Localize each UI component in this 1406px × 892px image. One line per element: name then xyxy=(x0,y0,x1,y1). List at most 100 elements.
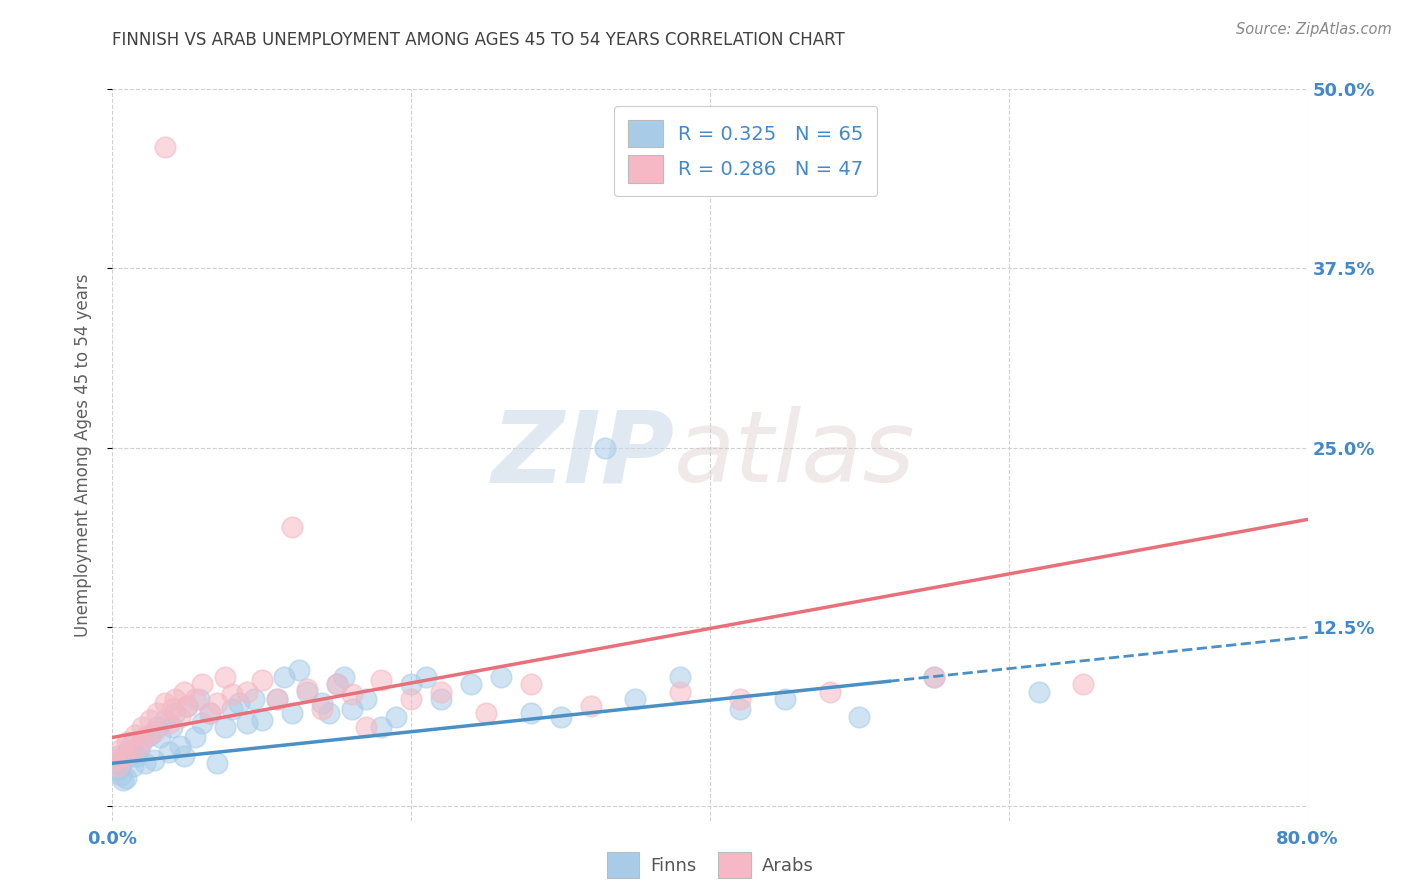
Point xyxy=(356,720,378,734)
Point xyxy=(370,720,392,734)
Point xyxy=(489,670,512,684)
Point xyxy=(128,739,150,753)
Point xyxy=(214,720,236,734)
Point xyxy=(922,670,945,684)
Text: atlas: atlas xyxy=(675,407,915,503)
Point xyxy=(1028,684,1050,698)
Point xyxy=(131,735,153,749)
Point xyxy=(162,702,183,716)
Point xyxy=(266,691,288,706)
Point xyxy=(146,706,169,720)
Point xyxy=(624,691,647,706)
Point xyxy=(165,706,187,720)
Point xyxy=(173,684,195,698)
Point xyxy=(191,716,214,731)
Point xyxy=(176,698,198,713)
Point xyxy=(281,519,304,533)
Point xyxy=(318,706,340,720)
Point xyxy=(114,753,135,767)
Point xyxy=(107,749,129,764)
Text: FINNISH VS ARAB UNEMPLOYMENT AMONG AGES 45 TO 54 YEARS CORRELATION CHART: FINNISH VS ARAB UNEMPLOYMENT AMONG AGES … xyxy=(112,31,845,49)
Point xyxy=(153,696,176,710)
Point xyxy=(250,713,273,727)
Point xyxy=(243,691,266,706)
Point xyxy=(273,670,295,684)
Point xyxy=(922,670,945,684)
Point xyxy=(228,696,250,710)
Point xyxy=(191,677,214,691)
Point xyxy=(165,691,187,706)
Point xyxy=(105,764,128,778)
Point xyxy=(198,706,221,720)
Point xyxy=(122,759,145,773)
Point xyxy=(340,688,363,702)
Point xyxy=(134,756,156,771)
Point xyxy=(146,720,169,734)
Point xyxy=(143,724,166,739)
Point xyxy=(114,749,135,764)
Point xyxy=(356,691,378,706)
Point xyxy=(385,710,408,724)
Point xyxy=(157,745,180,759)
Point xyxy=(183,731,205,745)
Point xyxy=(134,731,156,745)
Point xyxy=(139,728,162,742)
Point xyxy=(288,663,311,677)
Legend: Finns, Arabs: Finns, Arabs xyxy=(599,845,821,885)
Text: Source: ZipAtlas.com: Source: ZipAtlas.com xyxy=(1236,22,1392,37)
Point xyxy=(430,684,453,698)
Text: ZIP: ZIP xyxy=(491,407,675,503)
Point xyxy=(325,677,347,691)
Point xyxy=(110,742,132,756)
Point xyxy=(221,688,243,702)
Point xyxy=(111,773,134,788)
Point xyxy=(340,702,363,716)
Point xyxy=(818,684,841,698)
Point xyxy=(107,759,129,773)
Point xyxy=(162,720,183,734)
Point xyxy=(550,710,572,724)
Point xyxy=(149,731,172,745)
Point xyxy=(281,706,304,720)
Point xyxy=(370,673,392,687)
Point xyxy=(115,771,138,785)
Point xyxy=(128,742,150,756)
Point xyxy=(157,716,180,731)
Point xyxy=(198,706,221,720)
Point xyxy=(236,716,259,731)
Point xyxy=(669,684,692,698)
Point xyxy=(188,691,211,706)
Point xyxy=(401,677,423,691)
Point xyxy=(848,710,870,724)
Point xyxy=(520,677,543,691)
Point xyxy=(520,706,543,720)
Point xyxy=(1073,677,1095,691)
Point xyxy=(579,698,602,713)
Y-axis label: Unemployment Among Ages 45 to 54 years: Unemployment Among Ages 45 to 54 years xyxy=(73,273,91,637)
Point xyxy=(139,713,162,727)
Point xyxy=(266,691,288,706)
Point xyxy=(214,670,236,684)
Point xyxy=(311,702,333,716)
Point xyxy=(183,691,205,706)
Point xyxy=(169,739,191,753)
Point xyxy=(773,691,796,706)
Point xyxy=(295,681,318,696)
Point xyxy=(475,706,498,720)
Point xyxy=(728,702,751,716)
Point xyxy=(205,756,228,771)
Point xyxy=(124,728,146,742)
Point xyxy=(125,749,148,764)
Point xyxy=(176,698,198,713)
Point xyxy=(104,753,127,767)
Point xyxy=(117,745,139,759)
Point xyxy=(460,677,482,691)
Point xyxy=(295,684,318,698)
Point xyxy=(108,759,131,773)
Point xyxy=(728,691,751,706)
Point xyxy=(401,691,423,706)
Point xyxy=(153,713,176,727)
Point xyxy=(221,702,243,716)
Point xyxy=(169,710,191,724)
Point xyxy=(120,745,142,759)
